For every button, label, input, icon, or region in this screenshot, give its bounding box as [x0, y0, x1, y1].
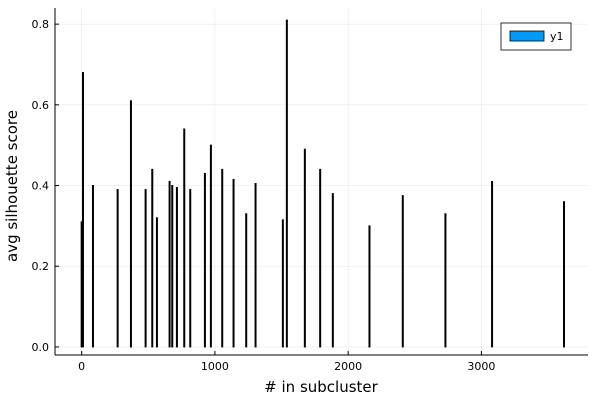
x-tick-label: 3000 [467, 360, 495, 373]
bar [303, 148, 306, 348]
y-tick-label: 0.2 [32, 260, 50, 273]
bar [245, 213, 248, 348]
y-tick-label: 0.4 [32, 180, 50, 193]
bar [168, 181, 171, 348]
bar [183, 128, 186, 348]
bar [563, 201, 566, 348]
bar [319, 168, 322, 348]
bar [209, 144, 212, 348]
bar [116, 189, 119, 348]
bar [401, 195, 404, 348]
grid-lines [55, 8, 588, 355]
bar [491, 181, 494, 348]
bar [81, 72, 84, 348]
y-axis-ticks: 0.0 0.2 0.4 0.6 0.8 [32, 18, 59, 354]
bar [189, 189, 192, 348]
y-tick-label: 0.0 [32, 341, 50, 354]
bar [221, 168, 224, 348]
legend: y1 [500, 22, 572, 51]
bar [129, 100, 132, 348]
bar [281, 219, 284, 348]
bar [331, 193, 334, 348]
y-tick-label: 0.8 [32, 18, 50, 31]
bar [151, 168, 154, 348]
bar [175, 187, 178, 348]
y-tick-label: 0.6 [32, 99, 50, 112]
x-axis-ticks: 0 1000 2000 3000 [78, 351, 495, 373]
bar [144, 189, 147, 348]
bar [203, 172, 206, 348]
x-axis-label: # in subcluster [264, 378, 378, 396]
bar [171, 185, 174, 348]
bar [254, 183, 257, 348]
bar [368, 225, 371, 348]
bar [444, 213, 447, 348]
axes [54, 8, 588, 356]
x-tick-label: 0 [78, 360, 85, 373]
y-axis-label: avg silhouette score [3, 110, 21, 262]
x-tick-label: 1000 [201, 360, 229, 373]
bars [80, 19, 566, 348]
legend-label: y1 [550, 30, 564, 43]
bar [232, 178, 235, 348]
x-tick-label: 2000 [334, 360, 362, 373]
bar [155, 217, 158, 348]
bar [91, 185, 94, 348]
legend-swatch [509, 30, 545, 42]
bar [285, 19, 288, 348]
